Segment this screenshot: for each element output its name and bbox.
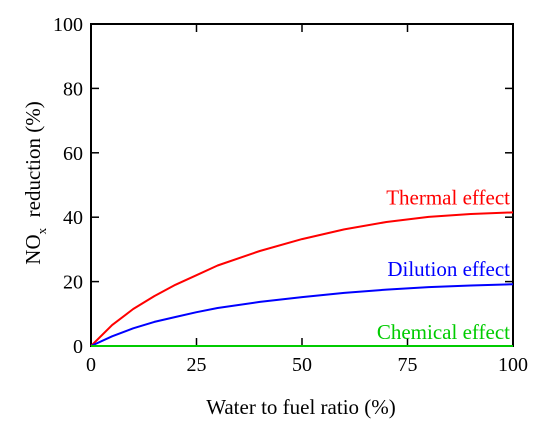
x-tick-label: 75 <box>398 354 418 376</box>
y-tick-label: 80 <box>63 78 83 100</box>
y-tick-label: 0 <box>73 336 83 358</box>
tick-labels: 0 25 50 75 100 0 20 40 60 80 100 <box>53 14 528 376</box>
dilution-effect-line <box>90 283 514 347</box>
y-axis-label: NOx reduction (%) <box>21 101 49 264</box>
y-axis-label-rest: reduction (%) <box>21 101 45 228</box>
y-axis-label-main: NO <box>21 234 45 264</box>
x-axis-label: Water to fuel ratio (%) <box>206 395 396 419</box>
chemical-effect-label: Chemical effect <box>377 320 510 344</box>
x-tick-label: 50 <box>292 354 312 376</box>
series-lines <box>90 211 514 347</box>
dilution-effect-label: Dilution effect <box>387 257 510 281</box>
series-labels: Thermal effect Dilution effect Chemical ef… <box>377 185 510 344</box>
x-tick-label: 100 <box>498 354 528 376</box>
y-tick-label: 60 <box>63 143 83 165</box>
x-tick-label: 25 <box>187 354 207 376</box>
y-tick-label: 40 <box>63 207 83 229</box>
y-tick-label: 20 <box>63 272 83 294</box>
y-axis-label-subscript: x <box>34 227 49 234</box>
y-tick-label: 100 <box>53 14 83 36</box>
x-tick-label: 0 <box>86 354 96 376</box>
thermal-effect-label: Thermal effect <box>386 185 510 209</box>
thermal-effect-line <box>90 211 514 347</box>
